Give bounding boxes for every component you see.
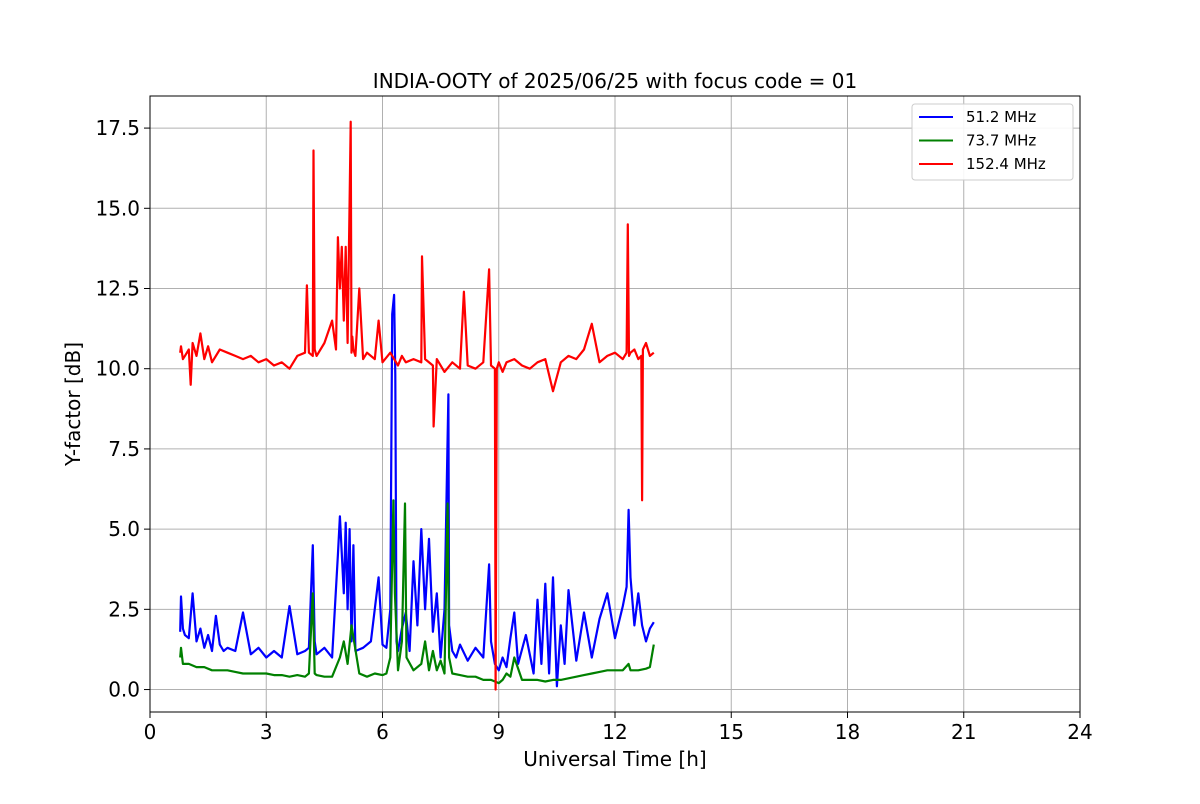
y-tick-label: 10.0 <box>95 357 140 381</box>
x-tick-label: 12 <box>602 720 627 744</box>
x-tick-label: 9 <box>492 720 505 744</box>
series-line-2 <box>179 499 655 685</box>
x-tick-label: 3 <box>260 720 273 744</box>
x-tick-label: 0 <box>144 720 157 744</box>
y-axis-label: Y-factor [dB] <box>61 342 85 467</box>
y-tick-label: 15.0 <box>95 196 140 220</box>
legend-label-3: 152.4 MHz <box>966 155 1046 173</box>
x-tick-label: 24 <box>1067 720 1092 744</box>
legend-label-1: 51.2 MHz <box>966 108 1036 126</box>
series-line-3 <box>179 120 655 691</box>
y-tick-label: 2.5 <box>108 597 140 621</box>
x-tick-label: 18 <box>835 720 860 744</box>
legend: 51.2 MHz 73.7 MHz 152.4 MHz <box>911 103 1074 181</box>
series-lines <box>179 120 655 691</box>
y-tick-label: 7.5 <box>108 437 140 461</box>
legend-label-2: 73.7 MHz <box>966 132 1036 150</box>
y-tick-label: 0.0 <box>108 678 140 702</box>
y-tick-label: 12.5 <box>95 277 140 301</box>
series-line-1 <box>179 293 655 688</box>
x-tick-label: 15 <box>719 720 744 744</box>
axis-ticks: 0 3 6 9 12 15 18 21 24 0.0 2.5 5.0 7.5 10.0 12.5 15.0 17… <box>95 116 1092 744</box>
y-tick-label: 17.5 <box>95 116 140 140</box>
y-tick-label: 5.0 <box>108 517 140 541</box>
legend-box <box>911 103 1074 181</box>
x-axis-label: Universal Time [h] <box>523 747 706 771</box>
x-tick-label: 21 <box>951 720 976 744</box>
x-tick-label: 6 <box>376 720 389 744</box>
chart-title: INDIA-OOTY of 2025/06/25 with focus code… <box>373 69 857 93</box>
